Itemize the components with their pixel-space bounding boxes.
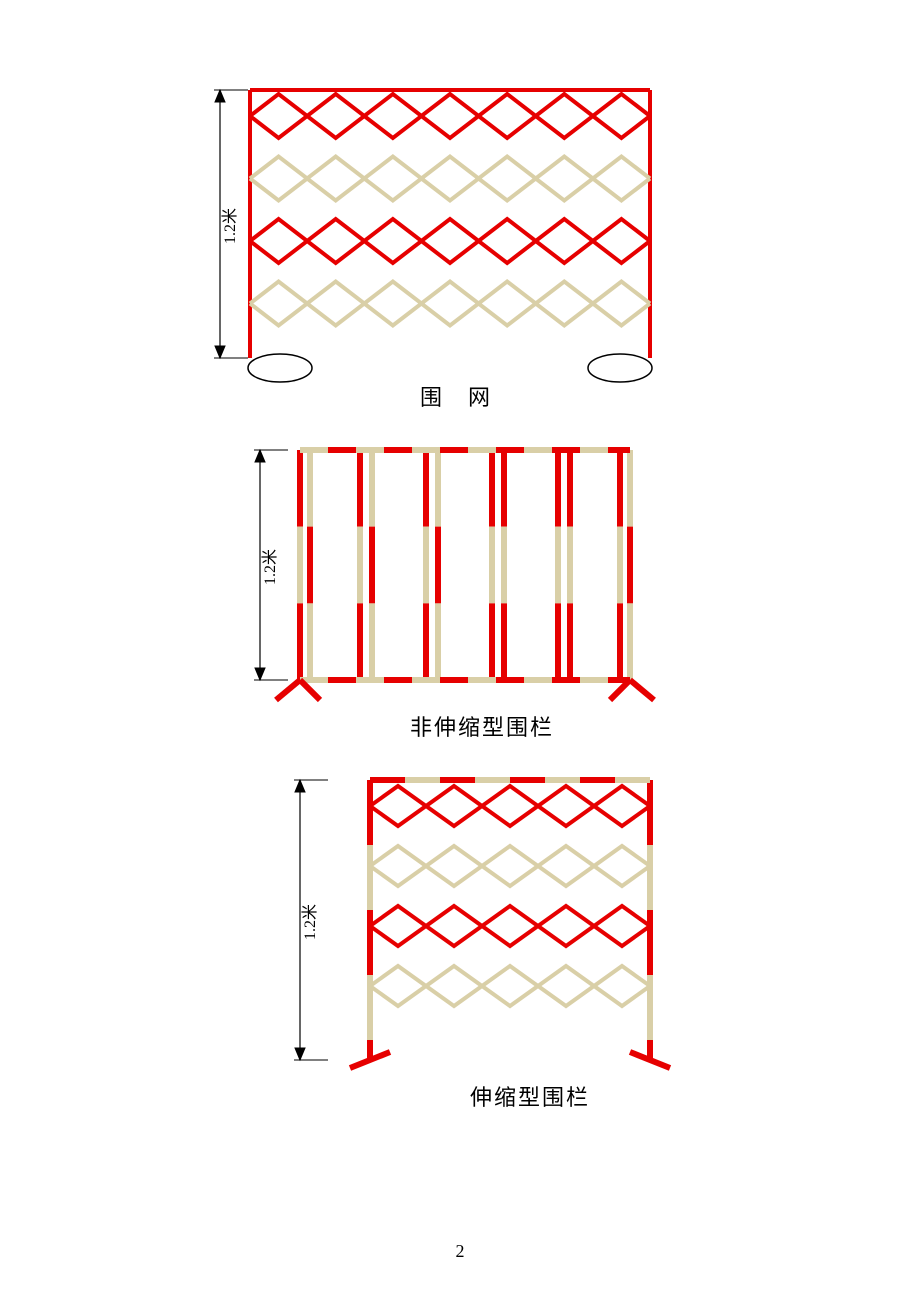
fig2-caption-text: 非伸缩型围栏 xyxy=(410,715,554,740)
fig2-caption: 非伸缩型围栏 xyxy=(410,710,554,742)
page-footer: 2 xyxy=(0,1241,920,1262)
fig3-caption-text: 伸缩型围栏 xyxy=(470,1085,590,1110)
fig1-caption: 围 网 xyxy=(420,380,492,412)
svg-text:1.2米: 1.2米 xyxy=(261,549,279,585)
svg-text:1.2米: 1.2米 xyxy=(221,208,239,244)
fig1-caption-text: 围 网 xyxy=(420,385,492,410)
diagram-canvas: 1.2米 1.2米 1.2米 xyxy=(0,0,920,1302)
svg-text:1.2米: 1.2米 xyxy=(301,904,319,940)
document-page: 围 网 非伸缩型围栏 伸缩型围栏 2 1.2米 1.2米 1.2米 xyxy=(0,0,920,1302)
fig3-caption: 伸缩型围栏 xyxy=(470,1080,590,1112)
page-number: 2 xyxy=(456,1241,465,1261)
